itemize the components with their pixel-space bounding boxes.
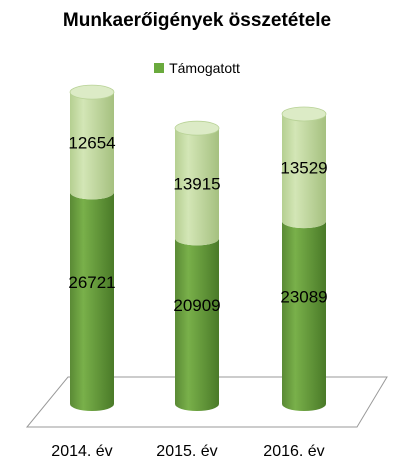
category-label-2: 2015. év (156, 443, 217, 460)
value-label-supported-2: 20909 (173, 296, 220, 315)
bar-segment-other-3 (282, 113, 326, 229)
bar-segment-other-2 (175, 128, 219, 246)
labels-group: 26721 12654 2014. év 20909 13915 2015. év 2308… (51, 133, 327, 460)
value-label-supported-3: 23089 (280, 288, 327, 307)
value-label-other-2: 13915 (173, 174, 220, 193)
bar-segment-supported-2 (175, 238, 219, 411)
bar-cap-3 (281, 106, 327, 122)
bar-segment-supported-1 (70, 192, 114, 411)
value-label-other-3: 13529 (280, 159, 327, 178)
category-label-1: 2014. év (51, 443, 112, 460)
value-label-supported-1: 26721 (68, 273, 115, 292)
legend-label: Támogatott (169, 60, 240, 76)
value-label-other-1: 12654 (68, 133, 115, 152)
legend: Támogatott (0, 60, 394, 76)
bar-cap-2 (174, 120, 220, 136)
bar-segment-other-1 (70, 92, 114, 200)
legend-swatch (154, 63, 165, 73)
bar-segment-supported-3 (282, 221, 326, 411)
chart-title: Munkaerőigények összetétele (62, 10, 332, 31)
category-label-3: 2016. év (263, 443, 324, 460)
bars-group (69, 84, 327, 411)
bar-cap-1 (69, 84, 115, 100)
